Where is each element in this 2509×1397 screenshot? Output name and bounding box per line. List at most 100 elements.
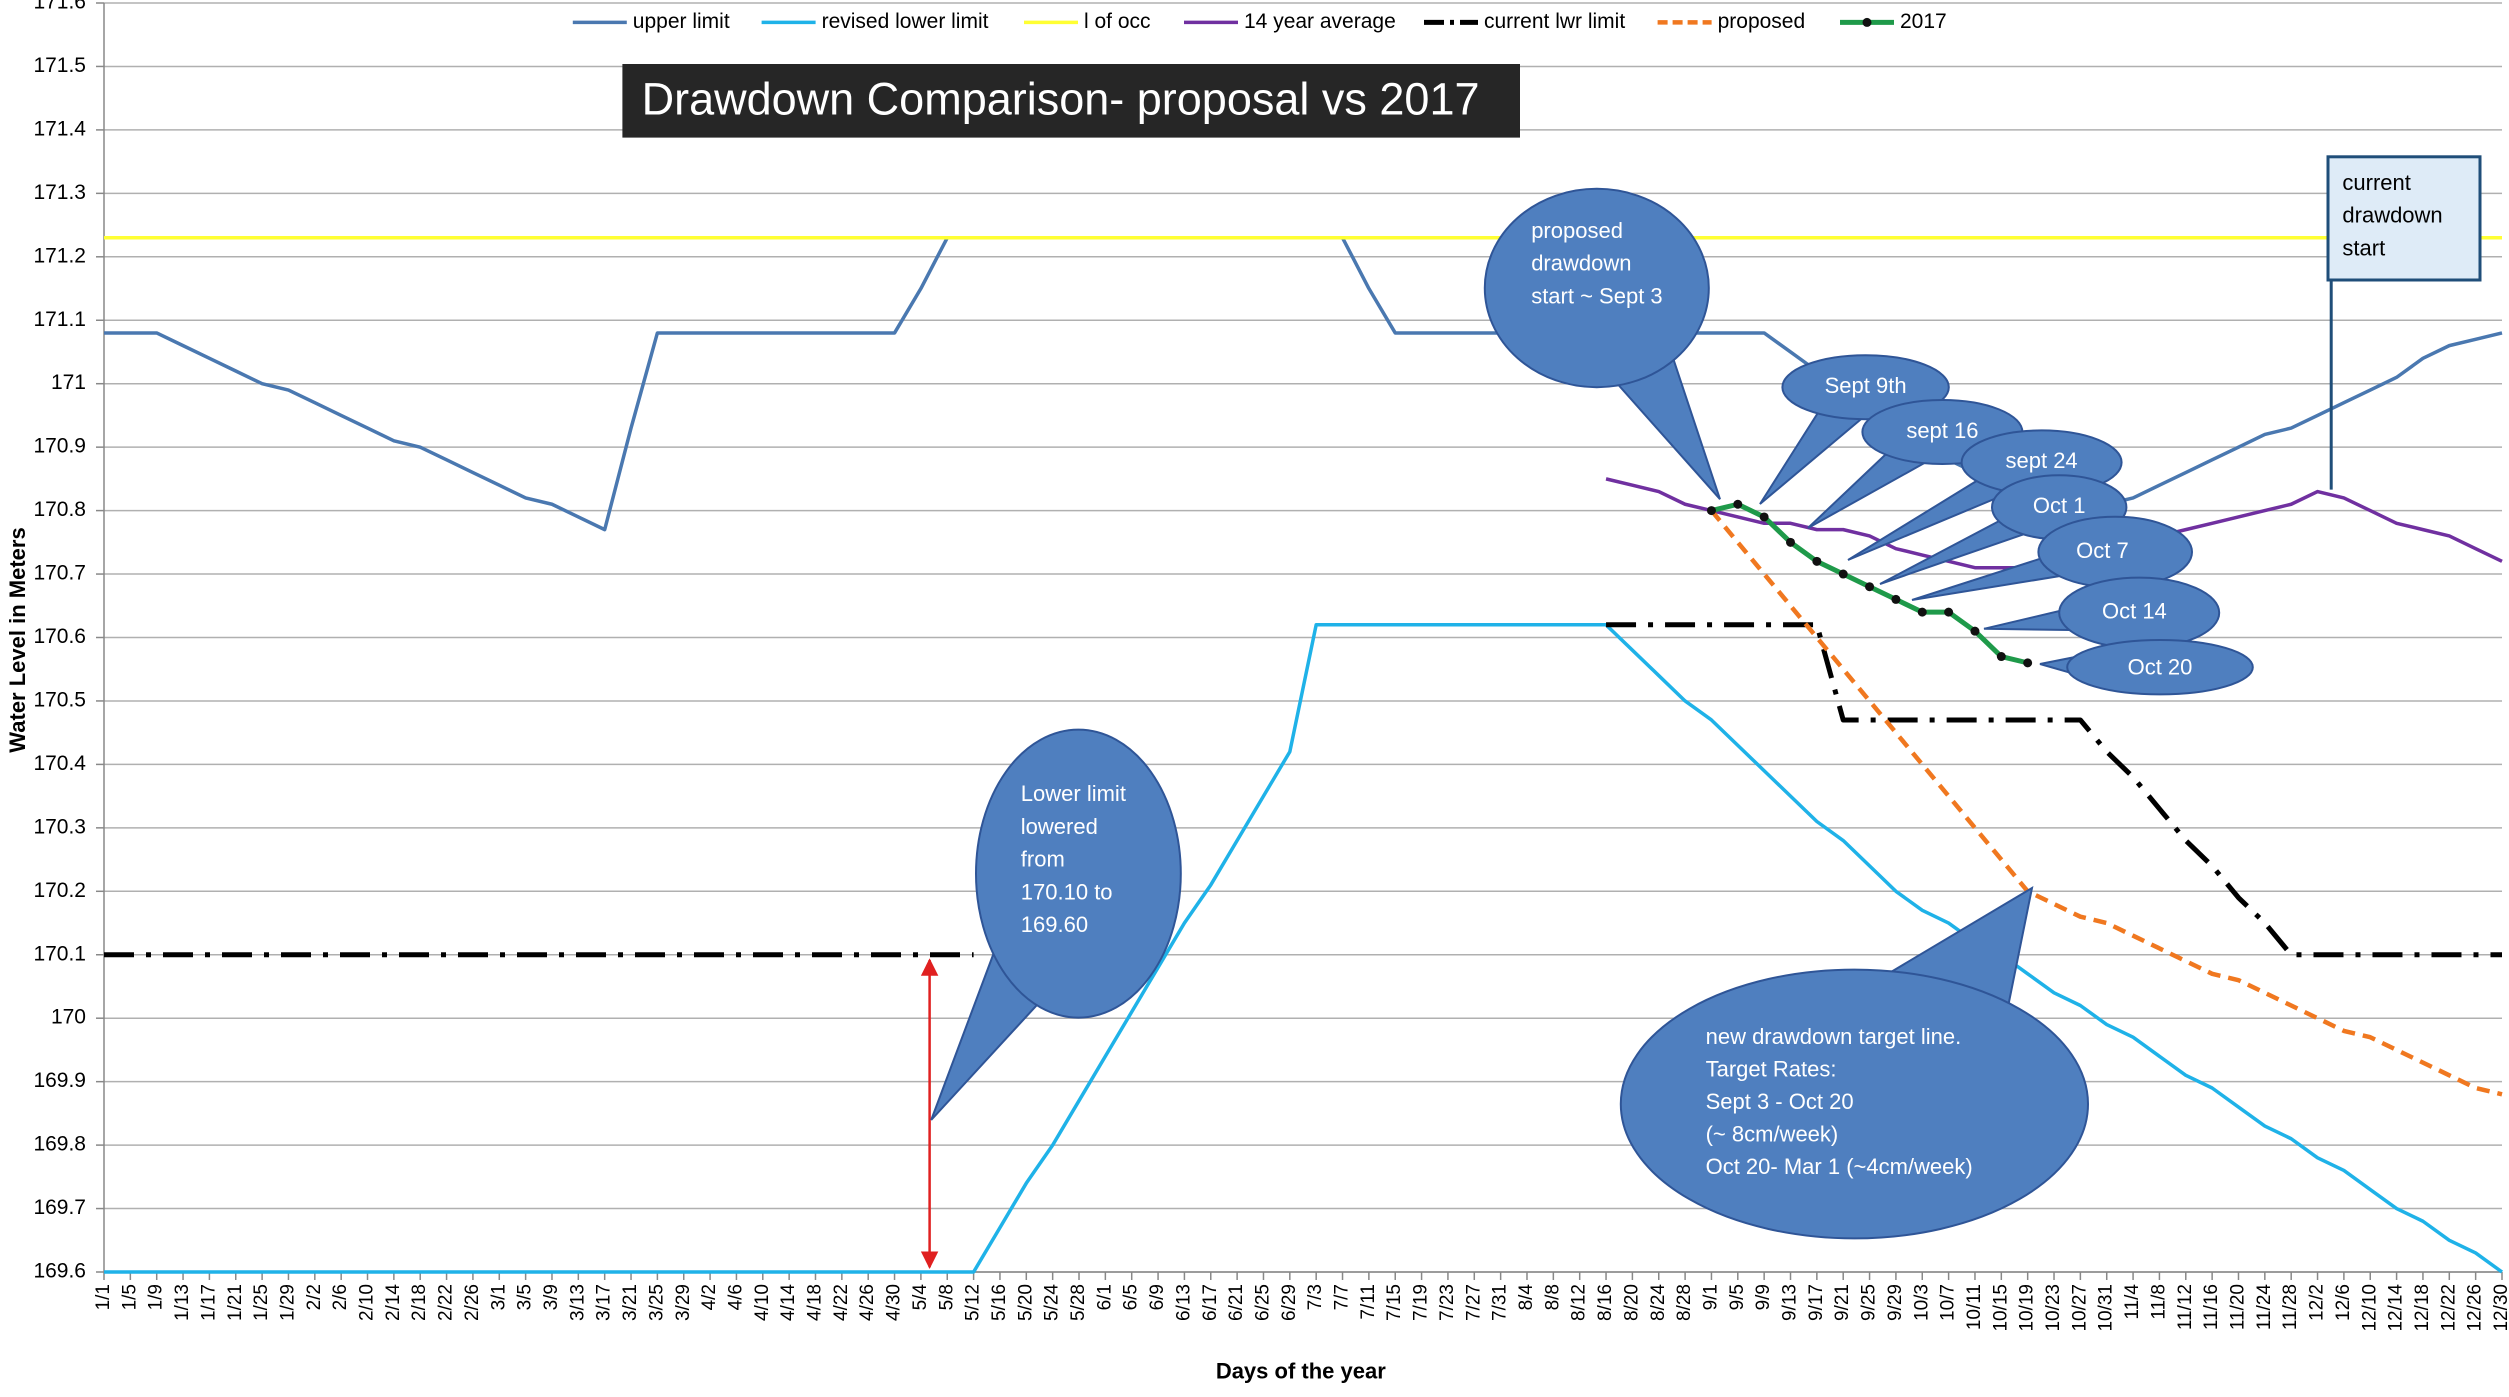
callout-text: start [2342, 235, 2385, 260]
x-tick-label: 8/24 [1648, 1284, 1669, 1321]
x-tick-label: 4/2 [699, 1284, 720, 1310]
y-tick-label: 169.8 [33, 1133, 86, 1156]
x-tick-label: 10/31 [2096, 1284, 2117, 1332]
x-tick-label: 7/23 [1437, 1284, 1458, 1321]
x-tick-label: 12/2 [2307, 1284, 2328, 1321]
x-tick-label: 8/12 [1569, 1284, 1590, 1321]
y-tick-label: 170.9 [33, 435, 86, 458]
legend-label: upper limit [633, 10, 730, 33]
callout-text: new drawdown target line. [1706, 1024, 1962, 1049]
x-tick-label: 4/22 [831, 1284, 852, 1321]
y-tick-label: 169.6 [33, 1260, 86, 1283]
legend-label: proposed [1718, 10, 1806, 33]
callout-bubble [1619, 968, 2090, 1240]
x-tick-label: 9/21 [1832, 1284, 1853, 1321]
x-tick-label: 12/14 [2386, 1284, 2407, 1332]
x-tick-label: 2/26 [462, 1284, 483, 1321]
x-tick-label: 10/7 [1938, 1284, 1959, 1321]
x-tick-label: 12/18 [2412, 1284, 2433, 1332]
y-tick-label: 171.6 [33, 0, 86, 14]
x-tick-label: 5/4 [910, 1284, 931, 1311]
x-tick-label: 11/12 [2175, 1284, 2196, 1330]
x-tick-label: 11/8 [2148, 1284, 2169, 1320]
title-box [622, 64, 1520, 138]
callout-text: current [2342, 170, 2410, 195]
callout-box [2326, 155, 2482, 282]
x-tick-label: 8/28 [1674, 1284, 1695, 1321]
callout-text: (~ 8cm/week) [1706, 1122, 1839, 1147]
x-tick-label: 1/29 [277, 1284, 298, 1321]
legend-label: revised lower limit [822, 10, 989, 33]
callout-text: lowered [1021, 814, 1098, 839]
y-tick-label: 170.5 [33, 688, 86, 711]
x-tick-label: 5/28 [1068, 1284, 1089, 1321]
x-tick-label: 1/17 [198, 1284, 219, 1321]
x-tick-label: 10/27 [2069, 1284, 2090, 1332]
x-tick-label: 5/16 [989, 1284, 1010, 1321]
x-tick-label: 3/9 [541, 1284, 562, 1310]
x-tick-label: 12/22 [2438, 1284, 2459, 1332]
y-tick-label: 171 [51, 371, 86, 394]
x-tick-label: 6/5 [1121, 1284, 1142, 1310]
x-axis-label: Days of the year [1216, 1359, 1386, 1384]
x-tick-label: 3/21 [620, 1284, 641, 1321]
series-marker [1996, 652, 2006, 662]
x-tick-label: 1/5 [119, 1284, 140, 1310]
x-tick-label: 7/31 [1490, 1284, 1511, 1321]
callout-tail [1807, 453, 1927, 529]
series-marker [1891, 594, 1901, 604]
x-tick-label: 11/24 [2254, 1284, 2275, 1331]
x-tick-label: 12/30 [2491, 1284, 2509, 1332]
callout-text: drawdown [2342, 203, 2442, 228]
x-tick-label: 3/1 [488, 1284, 509, 1310]
x-tick-label: 1/21 [225, 1284, 246, 1321]
y-tick-label: 169.9 [33, 1069, 86, 1092]
callout-text: proposed [1531, 218, 1623, 243]
legend-label: 14 year average [1244, 10, 1396, 33]
x-tick-label: 7/15 [1384, 1284, 1405, 1321]
x-tick-label: 9/5 [1727, 1284, 1748, 1310]
callout-tail [1759, 412, 1864, 505]
x-tick-label: 9/17 [1806, 1284, 1827, 1321]
y-tick-label: 170.8 [33, 498, 86, 521]
legend-label: l of occ [1084, 10, 1151, 33]
x-tick-label: 9/1 [1700, 1284, 1721, 1310]
callout-text: Sept 3 - Oct 20 [1706, 1089, 1854, 1114]
series-marker [1759, 512, 1769, 522]
x-tick-label: 7/3 [1305, 1284, 1326, 1310]
x-tick-label: 6/21 [1226, 1284, 1247, 1321]
x-tick-label: 8/20 [1621, 1284, 1642, 1321]
x-tick-label: 1/25 [251, 1284, 272, 1321]
callout-text: Target Rates: [1706, 1057, 1837, 1082]
y-tick-label: 171.2 [33, 244, 86, 267]
x-tick-label: 7/27 [1463, 1284, 1484, 1321]
x-tick-label: 9/25 [1859, 1284, 1880, 1321]
x-tick-label: 4/10 [752, 1284, 773, 1321]
callout-text: Sept 9th [1825, 373, 1907, 398]
x-tick-label: 2/18 [409, 1284, 430, 1321]
y-tick-label: 171.1 [33, 308, 86, 331]
legend-marker [1862, 17, 1872, 27]
plot-area [104, 236, 2504, 1274]
x-tick-label: 10/23 [2043, 1284, 2064, 1332]
x-tick-label: 10/3 [1911, 1284, 1932, 1321]
series-marker [2023, 658, 2033, 668]
callout-text: 169.60 [1021, 912, 1088, 937]
x-tick-label: 4/18 [805, 1284, 826, 1321]
series-marker [1733, 499, 1743, 509]
x-tick-label: 7/11 [1358, 1284, 1379, 1320]
x-tick-label: 2/2 [304, 1284, 325, 1310]
callout-bubble [1483, 187, 1710, 389]
x-tick-label: 3/13 [567, 1284, 588, 1321]
legend-label: current lwr limit [1484, 10, 1625, 33]
chart-title: Drawdown Comparison- proposal vs 2017 [642, 73, 1480, 124]
y-tick-label: 170 [51, 1006, 86, 1029]
callout-text: Oct 1 [2033, 493, 2086, 518]
y-tick-label: 170.7 [33, 562, 86, 585]
y-tick-label: 171.5 [33, 54, 86, 77]
series-line [104, 622, 2502, 958]
series-marker [1917, 607, 1927, 617]
x-tick-label: 2/14 [383, 1284, 404, 1321]
callout-text: Oct 20 [2128, 655, 2193, 680]
x-tick-label: 4/26 [857, 1284, 878, 1321]
